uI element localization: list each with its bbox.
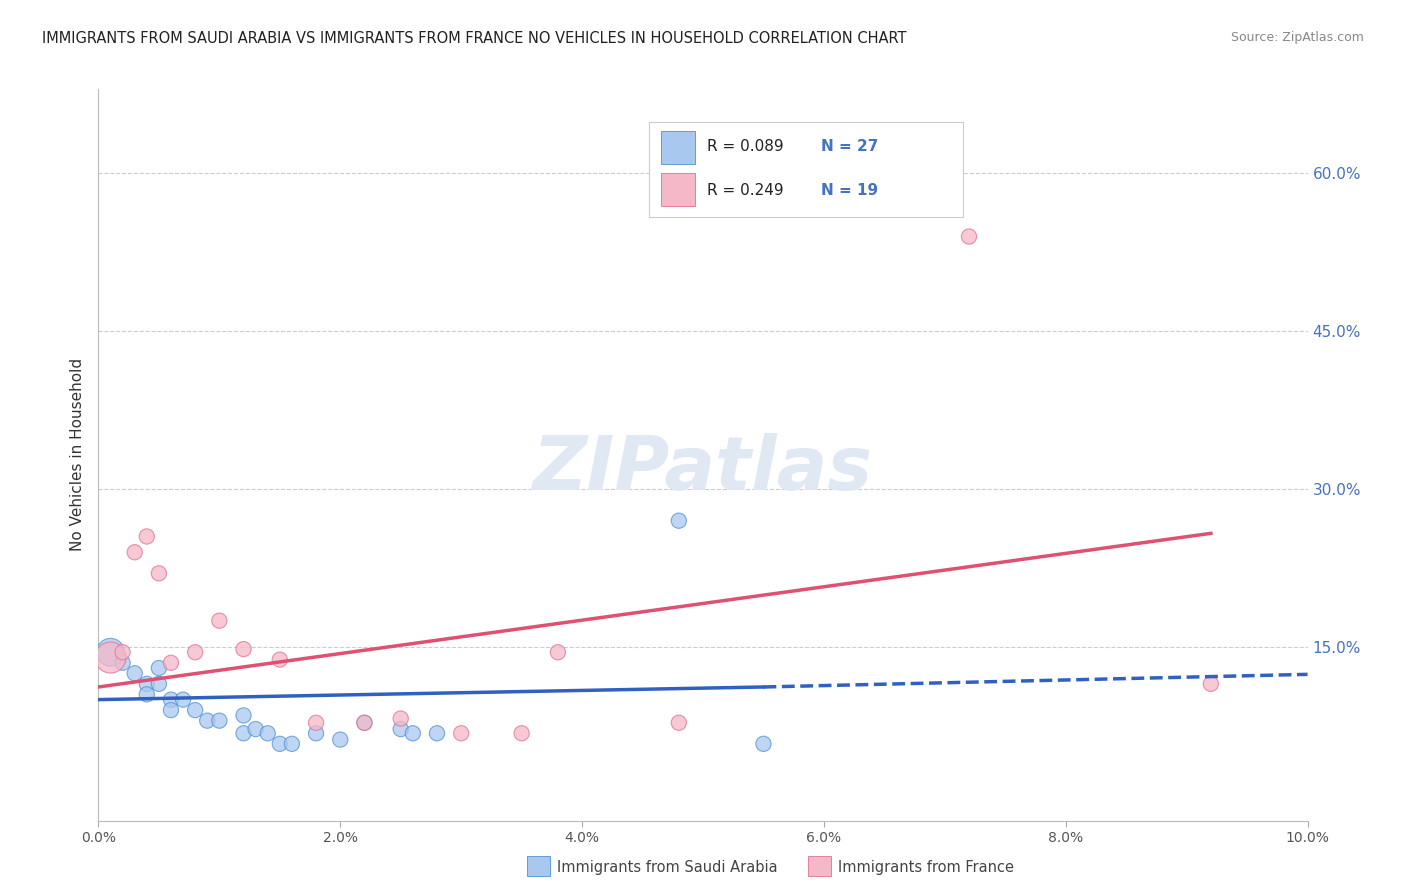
Point: [547, 645, 569, 659]
Point: [353, 715, 375, 730]
Point: [256, 726, 278, 740]
Text: Source: ZipAtlas.com: Source: ZipAtlas.com: [1230, 31, 1364, 45]
FancyBboxPatch shape: [648, 122, 963, 218]
Point: [148, 661, 170, 675]
Point: [329, 732, 352, 747]
Point: [172, 692, 194, 706]
Point: [450, 726, 472, 740]
Point: [402, 726, 425, 740]
Point: [305, 715, 328, 730]
Point: [1199, 677, 1222, 691]
Point: [426, 726, 449, 740]
Point: [281, 737, 304, 751]
Point: [184, 703, 207, 717]
Text: Immigrants from France: Immigrants from France: [838, 860, 1014, 874]
Point: [100, 645, 122, 659]
Text: ZIPatlas: ZIPatlas: [533, 433, 873, 506]
Point: [160, 692, 183, 706]
Point: [353, 715, 375, 730]
Point: [389, 722, 412, 736]
Point: [232, 708, 254, 723]
Text: IMMIGRANTS FROM SAUDI ARABIA VS IMMIGRANTS FROM FRANCE NO VEHICLES IN HOUSEHOLD : IMMIGRANTS FROM SAUDI ARABIA VS IMMIGRAN…: [42, 31, 907, 46]
Point: [510, 726, 533, 740]
Point: [124, 666, 146, 681]
Point: [135, 687, 157, 701]
Point: [269, 737, 291, 751]
Point: [195, 714, 218, 728]
Point: [208, 614, 231, 628]
Point: [232, 642, 254, 657]
Point: [160, 656, 183, 670]
Point: [208, 714, 231, 728]
Point: [160, 703, 183, 717]
Text: N = 27: N = 27: [821, 139, 879, 154]
Point: [135, 529, 157, 543]
Point: [184, 645, 207, 659]
FancyBboxPatch shape: [661, 172, 695, 206]
Text: R = 0.249: R = 0.249: [707, 183, 783, 198]
FancyBboxPatch shape: [661, 130, 695, 164]
Text: R = 0.089: R = 0.089: [707, 139, 783, 154]
Point: [957, 229, 980, 244]
Point: [668, 715, 690, 730]
Point: [148, 566, 170, 581]
Point: [245, 722, 267, 736]
Point: [305, 726, 328, 740]
Point: [148, 677, 170, 691]
Y-axis label: No Vehicles in Household: No Vehicles in Household: [69, 359, 84, 551]
Point: [269, 652, 291, 666]
Point: [668, 514, 690, 528]
Point: [111, 645, 134, 659]
Text: N = 19: N = 19: [821, 183, 879, 198]
Point: [111, 656, 134, 670]
Point: [100, 650, 122, 665]
Text: Immigrants from Saudi Arabia: Immigrants from Saudi Arabia: [557, 860, 778, 874]
Point: [752, 737, 775, 751]
Point: [389, 712, 412, 726]
Point: [124, 545, 146, 559]
Point: [232, 726, 254, 740]
Point: [135, 677, 157, 691]
